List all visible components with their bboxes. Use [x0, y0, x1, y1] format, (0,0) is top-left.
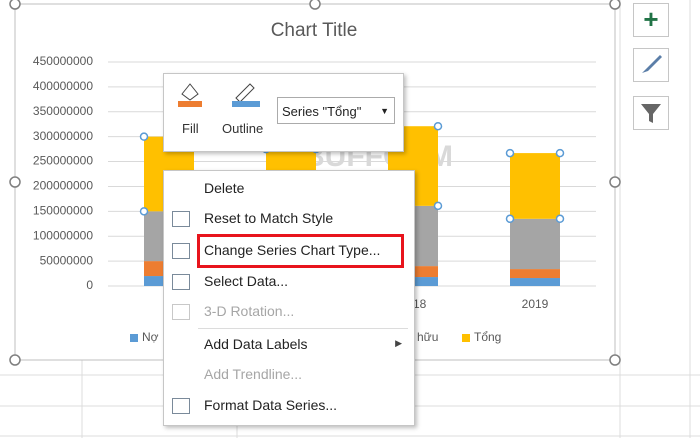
- menu-icon: [172, 211, 190, 227]
- chart-elements-button[interactable]: +: [633, 3, 669, 37]
- y-tick-label: 400000000: [33, 79, 93, 93]
- outline-icon[interactable]: [230, 80, 264, 108]
- legend-label: Nợ: [142, 330, 159, 344]
- chart-handle: [9, 354, 21, 366]
- submenu-arrow: ▶: [395, 338, 402, 348]
- selection-handle: [505, 214, 515, 224]
- bar-segment: [510, 278, 560, 286]
- chart-filters-button[interactable]: [633, 96, 669, 130]
- y-tick-label: 0: [86, 278, 93, 292]
- y-tick-label: 50000000: [40, 253, 94, 267]
- menu-icon: [172, 274, 190, 290]
- menu-item[interactable]: Select Data...: [204, 273, 289, 289]
- x-tick-label: 2019: [522, 297, 549, 311]
- fill-icon[interactable]: [176, 80, 206, 108]
- menu-item[interactable]: Format Data Series...: [204, 397, 338, 413]
- legend-swatch: [462, 334, 470, 342]
- menu-item: 3-D Rotation...: [204, 303, 295, 319]
- y-tick-label: 350000000: [33, 104, 93, 118]
- bar-segment: [510, 269, 560, 279]
- outline-label[interactable]: Outline: [222, 121, 264, 136]
- legend-label: hữu: [417, 330, 438, 344]
- series-dropdown-text: Series "Tổng": [282, 104, 362, 119]
- bar-segment: [510, 153, 560, 219]
- selection-handle: [433, 121, 443, 131]
- selection-handle: [433, 201, 443, 211]
- menu-icon: [172, 304, 190, 320]
- highlight-box: [197, 234, 404, 268]
- y-tick-label: 450000000: [33, 54, 93, 68]
- menu-item[interactable]: Add Data Labels: [204, 336, 308, 352]
- selection-handle: [505, 148, 515, 158]
- chart-handle: [9, 176, 21, 188]
- menu-icon: [172, 398, 190, 414]
- chart-styles-button[interactable]: [633, 48, 669, 82]
- menu-icon: [172, 243, 190, 259]
- y-tick-label: 300000000: [33, 129, 93, 143]
- mini-toolbar: Fill Outline Series "Tổng" ▼: [163, 73, 404, 152]
- selection-handle: [555, 214, 565, 224]
- y-tick-label: 100000000: [33, 228, 93, 242]
- chart-handle: [609, 354, 621, 366]
- menu-item[interactable]: Change Series Chart Type...: [204, 242, 381, 258]
- chart-handle: [309, 0, 321, 10]
- menu-item[interactable]: Delete: [204, 180, 245, 196]
- context-menu: ▶ Delete Reset to Match Style Change Serie…: [163, 170, 415, 426]
- y-tick-label: 150000000: [33, 204, 93, 218]
- legend-swatch: [130, 334, 138, 342]
- menu-item[interactable]: Reset to Match Style: [204, 210, 334, 226]
- legend-label: Tổng: [474, 330, 501, 344]
- chart-handle: [9, 0, 21, 10]
- series-dropdown[interactable]: Series "Tổng" ▼: [277, 97, 395, 124]
- menu-item: Add Trendline...: [204, 366, 303, 382]
- y-tick-label: 250000000: [33, 154, 93, 168]
- y-tick-label: 200000000: [33, 179, 93, 193]
- fill-label[interactable]: Fill: [182, 121, 199, 136]
- dropdown-arrow: ▼: [380, 106, 389, 116]
- bar-segment: [510, 218, 560, 270]
- selection-handle: [555, 148, 565, 158]
- separator: [198, 328, 408, 329]
- selection-handle: [139, 132, 149, 141]
- chart-handle: [609, 176, 621, 188]
- chart-title: Chart Title: [271, 20, 358, 41]
- selection-handle: [139, 207, 149, 216]
- chart-handle: [609, 0, 621, 10]
